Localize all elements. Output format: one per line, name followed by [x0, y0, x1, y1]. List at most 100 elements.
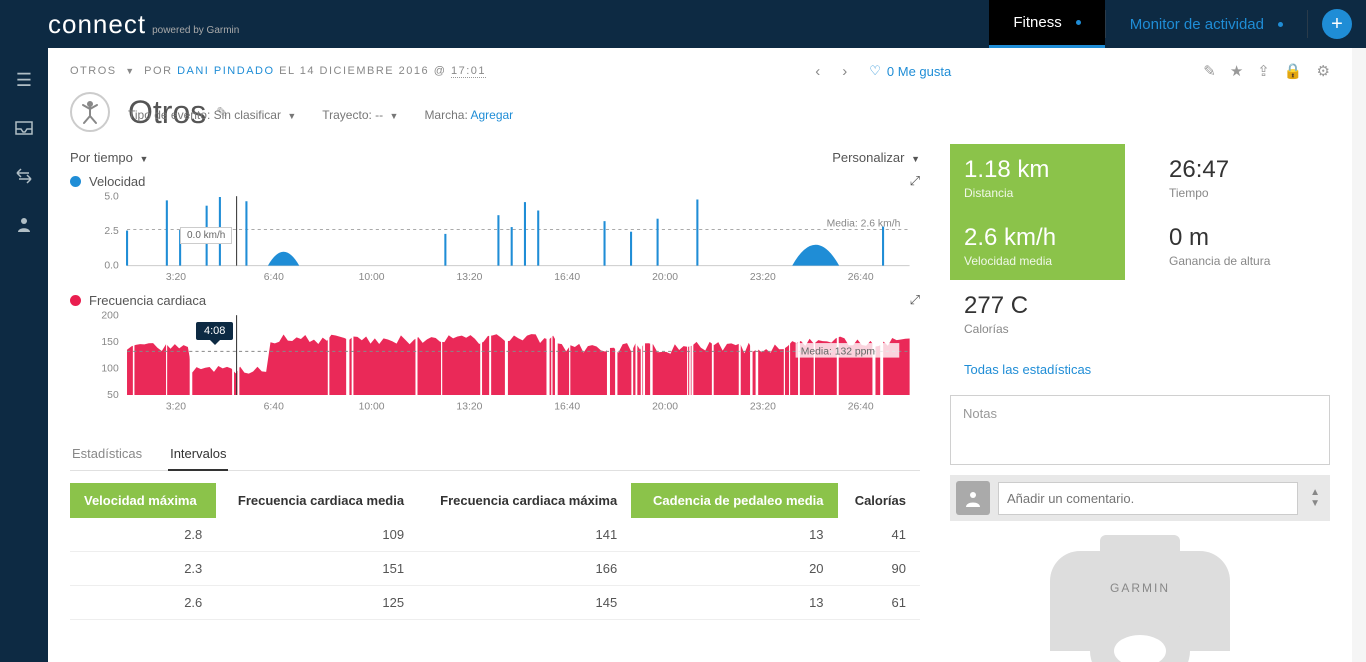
svg-text:2.5: 2.5 — [104, 226, 119, 237]
speed-chart-wrap: 5.02.50.0Media: 2.6 km/h3:206:4010:0013:… — [70, 191, 920, 284]
sync-icon[interactable] — [14, 166, 34, 186]
hr-chart-title: Frecuencia cardiaca — [70, 293, 206, 308]
stat-time-value: 26:47 — [1169, 156, 1316, 184]
add-button[interactable]: + — [1322, 9, 1352, 39]
activity-type-icon[interactable] — [70, 92, 110, 132]
expand-icon[interactable]: ⤢ — [910, 292, 920, 308]
stat-time: 26:47 Tiempo — [1155, 144, 1330, 212]
table-row[interactable]: 2.61251451361 — [70, 585, 920, 619]
table-cell: 125 — [216, 585, 418, 619]
table-row[interactable]: 2.31511662090 — [70, 551, 920, 585]
star-icon[interactable]: ★ — [1230, 62, 1243, 80]
nav-fitness[interactable]: Fitness — [989, 0, 1104, 48]
right-column: 1.18 km Distancia 26:47 Tiempo 2.6 km/h … — [950, 144, 1330, 628]
caret-down-icon: ▼ — [125, 66, 135, 76]
stat-distance: 1.18 km Distancia — [950, 144, 1125, 212]
gear-label: Marcha: — [424, 108, 467, 122]
tabs: Estadísticas Intervalos — [70, 438, 920, 471]
chart-mode-selector[interactable]: Por tiempo ▼ — [70, 150, 148, 165]
svg-text:3:20: 3:20 — [166, 272, 186, 283]
breadcrumb-category[interactable]: OTROS — [70, 65, 117, 77]
stat-calories-value: 277 C — [964, 292, 1111, 320]
table-header-row: Velocidad máximaFrecuencia cardiaca medi… — [70, 483, 920, 518]
hr-chart-wrap: 20015010050Media: 132 ppm3:206:4010:0013… — [70, 310, 920, 414]
svg-text:10:00: 10:00 — [359, 402, 385, 413]
nav-monitor[interactable]: Monitor de actividad — [1106, 0, 1307, 48]
table-col-header[interactable]: Frecuencia cardiaca media — [216, 483, 418, 518]
expand-icon[interactable]: ⤢ — [910, 173, 920, 189]
watch-face — [1090, 611, 1190, 662]
svg-text:10:00: 10:00 — [359, 272, 385, 283]
comment-input[interactable] — [998, 482, 1298, 515]
main-content: OTROS ▼ POR DANI PINDADO EL 14 DICIEMBRE… — [48, 48, 1352, 662]
chart-customize[interactable]: Personalizar ▼ — [832, 150, 920, 165]
gear-add-link[interactable]: Agregar — [470, 108, 513, 122]
event-type-value: Sin clasificar — [214, 108, 281, 122]
like-button[interactable]: ♡ 0 Me gusta — [869, 63, 951, 79]
table-cell: 2.4 — [70, 619, 216, 628]
next-icon[interactable]: › — [842, 63, 847, 80]
logo-tagline: powered by Garmin — [152, 25, 239, 36]
svg-text:23:20: 23:20 — [750, 272, 776, 283]
table-col-header[interactable]: Frecuencia cardiaca máxima — [418, 483, 631, 518]
tab-intervals[interactable]: Intervalos — [168, 438, 228, 471]
caret-down-icon: ▼ — [287, 111, 296, 121]
table-col-header[interactable]: Velocidad máxima — [70, 483, 216, 518]
svg-text:200: 200 — [101, 311, 119, 322]
svg-text:16:40: 16:40 — [554, 272, 580, 283]
svg-text:13:20: 13:20 — [456, 402, 482, 413]
table-col-header[interactable]: Calorías — [838, 483, 920, 518]
header-row: OTROS ▼ POR DANI PINDADO EL 14 DICIEMBRE… — [48, 48, 1352, 86]
table-cell: 151 — [216, 551, 418, 585]
gear-icon[interactable]: ⚙ — [1317, 62, 1330, 80]
content-wrap: Por tiempo ▼ Personalizar ▼ Velocidad ⤢ — [48, 144, 1352, 628]
prev-icon[interactable]: ‹ — [815, 63, 820, 80]
logo[interactable]: connect powered by Garmin — [48, 9, 239, 40]
notes-box[interactable]: Notas — [950, 395, 1330, 465]
inbox-icon[interactable] — [14, 118, 34, 138]
edit-icon[interactable]: ✎ — [1203, 62, 1216, 80]
breadcrumb-at: @ — [434, 65, 447, 77]
stat-calories-label: Calorías — [964, 322, 1111, 336]
lock-icon[interactable]: 🔒 — [1284, 62, 1303, 80]
svg-text:16:40: 16:40 — [554, 402, 580, 413]
breadcrumb-time[interactable]: 17:01 — [451, 65, 486, 78]
course[interactable]: Trayecto: -- ▼ — [322, 108, 398, 122]
table-cell: 41 — [838, 518, 920, 552]
table-cell: 2.8 — [70, 518, 216, 552]
breadcrumb: OTROS ▼ POR DANI PINDADO EL 14 DICIEMBRE… — [70, 65, 486, 77]
course-value: -- — [375, 108, 383, 122]
table-row[interactable]: 2.41391582322 — [70, 619, 920, 628]
table-cell: 158 — [418, 619, 631, 628]
comment-row: ▲ ▼ — [950, 475, 1330, 521]
speed-tooltip: 0.0 km/h — [180, 227, 232, 244]
event-type[interactable]: Tipo de evento: Sin clasificar ▼ — [128, 108, 296, 122]
share-icon[interactable]: ⇪ — [1257, 62, 1270, 80]
table-cell: 13 — [631, 518, 837, 552]
tab-stats[interactable]: Estadísticas — [70, 438, 144, 470]
table-col-header[interactable]: Cadencia de pedaleo media — [631, 483, 837, 518]
table-cell: 139 — [216, 619, 418, 628]
speed-chart-block: Velocidad ⤢ 5.02.50.0Media: 2.6 km/h3:20… — [70, 171, 920, 284]
device-image: GARMIN — [950, 551, 1330, 651]
breadcrumb-user[interactable]: DANI PINDADO — [177, 65, 274, 77]
table-cell: 2.6 — [70, 585, 216, 619]
profile-icon[interactable] — [14, 214, 34, 234]
svg-text:6:40: 6:40 — [264, 402, 284, 413]
all-stats-link[interactable]: Todas las estadísticas — [964, 362, 1330, 377]
comment-stepper[interactable]: ▲ ▼ — [1306, 487, 1324, 509]
svg-text:Media: 2.6 km/h: Media: 2.6 km/h — [827, 218, 901, 229]
table-row[interactable]: 2.81091411341 — [70, 518, 920, 552]
hr-chart-block: Frecuencia cardiaca ⤢ 20015010050Media: … — [70, 290, 920, 414]
stat-elevgain-label: Ganancia de altura — [1169, 254, 1316, 268]
table-cell: 141 — [418, 518, 631, 552]
chevron-down-icon: ▼ — [1310, 498, 1320, 509]
table-body: 2.810914113412.315116620902.612514513612… — [70, 518, 920, 628]
menu-icon[interactable]: ☰ — [14, 70, 34, 90]
svg-text:150: 150 — [101, 337, 119, 348]
nav-monitor-label: Monitor de actividad — [1130, 16, 1264, 33]
table-cell: 61 — [838, 585, 920, 619]
watch-shape: GARMIN — [1050, 551, 1230, 651]
event-type-label: Tipo de evento: — [128, 108, 210, 122]
nav-dot-icon — [1278, 22, 1283, 27]
